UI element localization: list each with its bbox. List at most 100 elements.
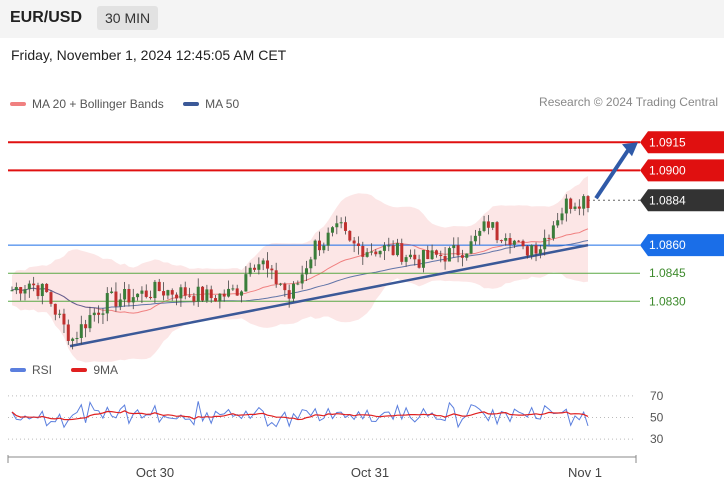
candle-body	[365, 252, 369, 257]
candle-body	[447, 248, 451, 262]
candle-body	[32, 283, 36, 286]
candle-body	[456, 245, 460, 256]
candle-body	[287, 290, 291, 299]
rsi-level-label-2: 30	[650, 432, 664, 446]
support-trendline	[69, 243, 589, 348]
legend-9ma-label: 9MA	[93, 363, 119, 377]
candle-body	[179, 287, 183, 299]
rsi-9ma-line	[11, 410, 589, 421]
candle-body	[183, 287, 187, 296]
candle-body	[421, 250, 425, 268]
legend-ma20: MA 20 + Bollinger Bands	[10, 97, 164, 111]
candle-body	[140, 290, 144, 294]
candle-body	[101, 313, 105, 315]
candle-body	[110, 291, 114, 294]
candle-body	[14, 287, 18, 291]
legend-ma20-label: MA 20 + Bollinger Bands	[32, 97, 164, 111]
candle-body	[439, 254, 443, 257]
candle-body	[417, 259, 421, 268]
candle-body	[144, 290, 148, 297]
candle-body	[88, 315, 92, 329]
candle-body	[149, 296, 153, 299]
level-label-4: 1.0845	[649, 266, 686, 280]
candle-body	[175, 294, 179, 299]
candle-body	[201, 286, 205, 301]
candle-body	[222, 293, 226, 297]
candle-body	[170, 290, 174, 295]
candle-body	[114, 291, 118, 307]
candle-body	[270, 268, 274, 271]
symbol-title: EUR/USD	[10, 9, 83, 26]
candle-body	[71, 338, 75, 341]
candle-body	[49, 292, 53, 304]
candle-body	[196, 286, 200, 302]
level-label-5: 1.0830	[649, 294, 686, 308]
candle-body	[443, 256, 447, 262]
candle-body	[309, 259, 313, 269]
candle-body	[495, 222, 499, 241]
candle-body	[62, 313, 66, 325]
candle-body	[556, 220, 560, 226]
legend-rsi: RSI	[10, 363, 52, 377]
candle-body	[131, 297, 135, 303]
candle-body	[569, 198, 573, 209]
candle-body	[296, 283, 300, 285]
candle-body	[430, 250, 434, 260]
level-label-2: 1.0884	[649, 193, 686, 207]
candle-body	[127, 288, 131, 303]
candle-body	[382, 245, 386, 251]
candle-body	[205, 289, 209, 301]
candle-body	[118, 299, 122, 307]
candle-body	[573, 206, 577, 209]
candle-body	[36, 285, 40, 297]
level-label-1: 1.0900	[649, 163, 686, 177]
candle-body	[304, 268, 308, 275]
candle-body	[434, 250, 438, 255]
research-credit: Research © 2024 Trading Central	[539, 95, 718, 109]
candle-body	[283, 283, 287, 291]
candle-body	[356, 243, 360, 247]
candle-body	[313, 240, 317, 260]
candle-body	[530, 245, 534, 256]
rsi-level-label-1: 50	[650, 411, 664, 425]
candle-body	[19, 287, 23, 294]
candle-body	[274, 270, 278, 284]
candle-body	[369, 251, 373, 253]
datetime-label: Friday, November 1, 2024 12:45:05 AM CET	[11, 47, 287, 63]
candle-body	[504, 238, 508, 241]
candle-body	[499, 240, 503, 242]
x-tick-label-1: Oct 31	[351, 465, 389, 480]
candle-body	[486, 221, 490, 228]
candle-body	[75, 337, 79, 339]
candle-body	[586, 196, 590, 209]
candle-body	[244, 274, 248, 292]
candle-body	[214, 298, 218, 302]
candle-body	[10, 290, 14, 292]
candle-body	[564, 198, 568, 214]
candle-body	[40, 283, 44, 297]
forecast-arrow	[594, 149, 630, 200]
candle-body	[521, 240, 525, 247]
candle-body	[326, 232, 330, 246]
candle-body	[235, 288, 239, 296]
candle-body	[257, 264, 261, 270]
level-label-0: 1.0915	[649, 135, 686, 149]
forecast-arrow-head	[622, 142, 638, 157]
candle-body	[209, 289, 213, 299]
level-tag-3	[640, 234, 724, 257]
candle-body	[508, 238, 512, 245]
candle-body	[426, 250, 430, 260]
candle-body	[92, 312, 96, 316]
x-tick-label-0: Oct 30	[136, 465, 174, 480]
legend-9ma: 9MA	[71, 363, 118, 377]
timeframe-button[interactable]: 30 MIN	[97, 6, 159, 30]
candle-body	[538, 249, 542, 254]
candle-body	[348, 230, 352, 241]
candle-body	[577, 206, 581, 209]
candle-body	[266, 260, 270, 269]
ma50-swatch	[183, 102, 200, 106]
candle-body	[300, 274, 304, 284]
candle-body	[227, 288, 231, 297]
candle-body	[157, 281, 161, 292]
